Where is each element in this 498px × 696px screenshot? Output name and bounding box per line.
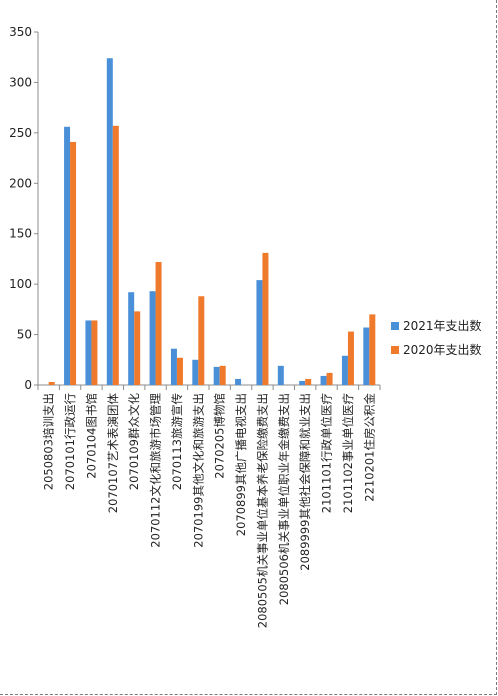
y-tick-label: 350 — [9, 25, 32, 39]
bar-series-1-6 — [170, 348, 177, 385]
category-label: 2080506机关事业单位职业年金缴费支出 — [277, 393, 291, 605]
x-axis — [37, 384, 381, 390]
y-tick-label: 100 — [9, 277, 32, 291]
legend-label-1: 2021年支出数 — [403, 318, 482, 333]
category-label: 2070109群众文化 — [127, 393, 141, 491]
bar-series-2-5 — [155, 261, 162, 385]
y-tick-label: 300 — [9, 75, 32, 89]
bar-series-2-13 — [326, 372, 333, 385]
bar-series-2-1 — [70, 141, 77, 385]
legend-swatch-1 — [391, 322, 399, 330]
y-tick-label: 50 — [17, 328, 32, 342]
bar-series-2-8 — [219, 365, 226, 385]
bar-series-1-11 — [277, 365, 284, 385]
category-label: 2101102事业单位医疗 — [341, 393, 355, 513]
category-label: 2050803培训支出 — [42, 393, 56, 490]
category-label: 2070899其他广播电视支出 — [234, 393, 248, 536]
bar-series-2-7 — [198, 296, 205, 385]
bar-series-1-10 — [256, 280, 263, 385]
bar-series-2-10 — [262, 252, 269, 385]
category-label: 2101101行政单位医疗 — [320, 393, 334, 513]
bar-series-1-1 — [64, 126, 71, 385]
bar-series-1-4 — [128, 292, 135, 385]
y-tick-label: 200 — [9, 176, 32, 190]
y-tick-label: 0 — [24, 378, 32, 392]
category-label: 2080505机关事业单位基本养老保险缴费支出 — [255, 393, 269, 628]
bar-series-1-8 — [213, 366, 220, 385]
bar-series-2-0 — [48, 381, 55, 385]
bar-series-1-14 — [341, 355, 348, 385]
bar-series-1-15 — [363, 327, 370, 385]
category-label: 2070104图书馆 — [84, 393, 98, 479]
category-label: 2210201住房公积金 — [362, 393, 376, 502]
bar-series-2-3 — [112, 125, 119, 385]
category-labels: 2050803培训支出 2070101行政运行 2070104图书馆 2070107艺… — [42, 393, 377, 629]
y-tick-label: 250 — [9, 126, 32, 140]
bar-series-2-14 — [347, 331, 354, 385]
legend-swatch-2 — [391, 346, 399, 354]
category-label: 2070205博物馆 — [213, 393, 227, 479]
bar-series-1-5 — [149, 291, 156, 385]
bar-series-2-15 — [369, 314, 376, 385]
y-axis: 0 50 100 150 200 250 300 350 — [9, 25, 39, 392]
bar-series-1-7 — [192, 359, 199, 385]
bar-series-1-3 — [106, 58, 113, 385]
bar-series-1-13 — [320, 375, 327, 385]
category-label: 2089999其他社会保障和就业支出 — [298, 393, 312, 571]
bar-series-2-2 — [91, 320, 98, 385]
category-label: 2070113旅游宣传 — [170, 393, 184, 490]
bar-series-2-6 — [176, 357, 183, 385]
category-label: 2070101行政运行 — [63, 393, 77, 490]
bar-series-1-2 — [85, 320, 92, 385]
bars — [48, 58, 376, 385]
legend-label-2: 2020年支出数 — [403, 342, 482, 357]
category-label: 2070199其他文化和旅游支出 — [191, 393, 205, 548]
legend: 2021年支出数 2020年支出数 — [391, 318, 482, 357]
bar-series-1-12 — [299, 380, 306, 385]
category-label: 2070107艺术表演团体 — [106, 393, 120, 514]
category-label: 2070112文化和旅游市场管理 — [149, 393, 163, 548]
bar-series-2-4 — [134, 311, 141, 385]
bar-series-1-9 — [235, 378, 242, 385]
bar-series-2-12 — [305, 378, 312, 385]
y-tick-label: 150 — [9, 227, 32, 241]
